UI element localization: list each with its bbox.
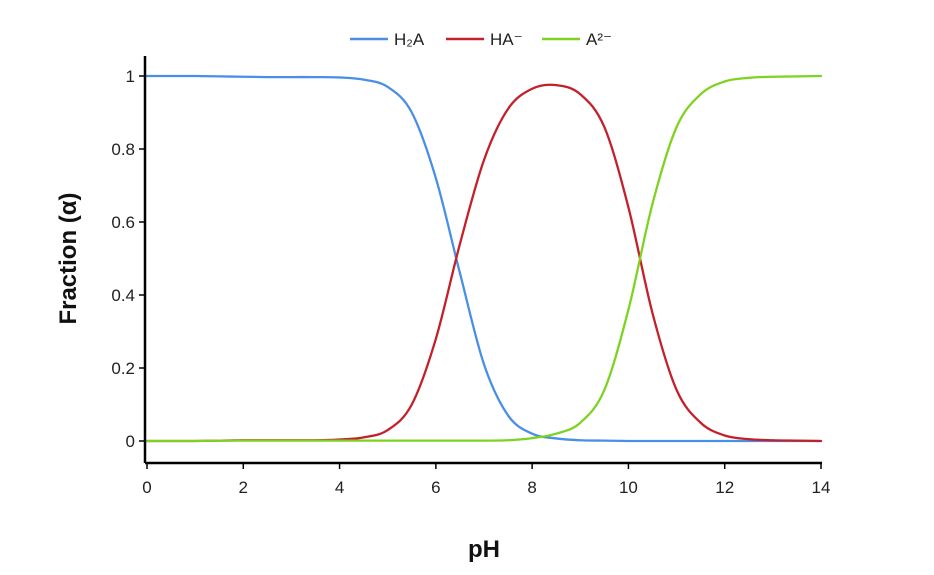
legend: H₂A HA⁻ A²⁻ (350, 30, 612, 49)
y-tick-label: 0 (126, 432, 135, 451)
legend-label-2: HA⁻ (490, 30, 523, 49)
x-tick-label: 8 (527, 478, 536, 497)
series-line-1 (145, 74, 823, 443)
y-tick-label: 0.4 (111, 286, 135, 305)
x-tick-label: 14 (812, 478, 831, 497)
series-line-2 (145, 83, 823, 443)
x-tick-label: 2 (239, 478, 248, 497)
y-tick-label: 0.8 (111, 140, 135, 159)
x-tick-label: 0 (142, 478, 151, 497)
axes (143, 56, 822, 465)
legend-label-3: A²⁻ (586, 30, 612, 49)
x-tick-label: 4 (335, 478, 344, 497)
series-line-3 (145, 74, 823, 443)
x-axis-title: pH (468, 536, 500, 563)
y-ticks: 0 0.2 0.4 0.6 0.8 1 (111, 67, 145, 451)
x-tick-label: 10 (619, 478, 638, 497)
legend-label-1: H₂A (394, 30, 425, 49)
x-ticks: 0 2 4 6 8 10 12 14 (142, 463, 830, 497)
y-tick-label: 0.2 (111, 359, 135, 378)
x-tick-label: 12 (715, 478, 734, 497)
series-layer (145, 74, 823, 443)
x-tick-label: 6 (431, 478, 440, 497)
y-tick-label: 0.6 (111, 213, 135, 232)
y-axis-title: Fraction (α) (55, 192, 82, 324)
y-tick-label: 1 (126, 67, 135, 86)
